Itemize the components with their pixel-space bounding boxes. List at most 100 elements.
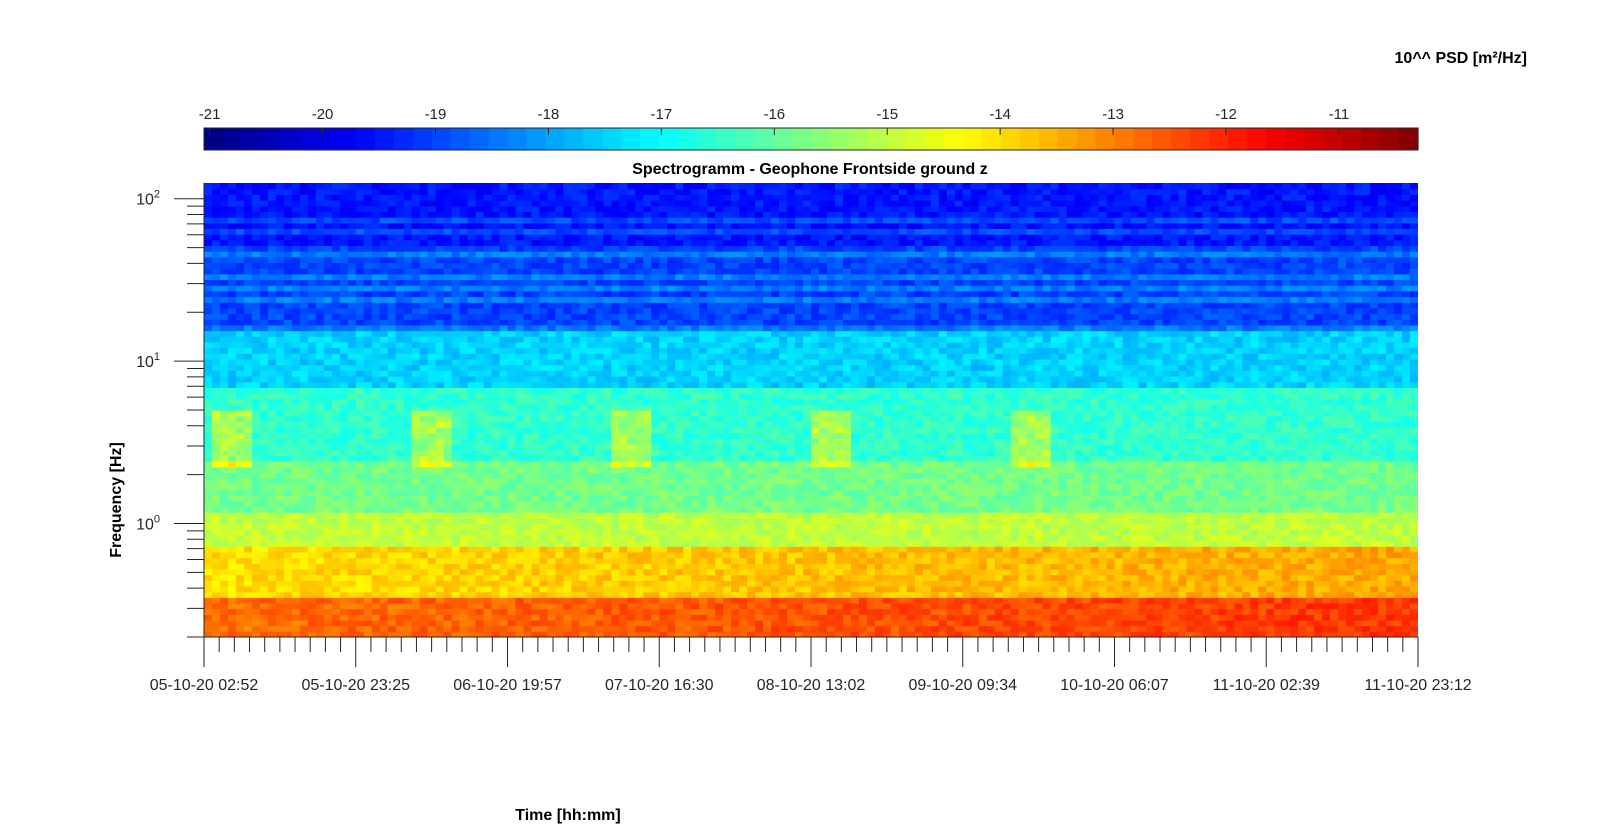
spectrogram-cell xyxy=(731,574,740,581)
spectrogram-cell xyxy=(675,495,684,502)
spectrogram-cell xyxy=(1202,585,1211,593)
spectrogram-cell xyxy=(387,580,397,587)
spectrogram-cell xyxy=(275,466,285,474)
spectrogram-cell xyxy=(1034,631,1044,637)
spectrogram-cell xyxy=(1202,574,1211,581)
spectrogram-cell xyxy=(395,512,405,519)
spectrogram-cell xyxy=(1034,500,1044,508)
spectrogram-cell xyxy=(771,500,780,508)
spectrogram-cell xyxy=(1226,500,1235,508)
spectrogram-cell xyxy=(978,574,988,581)
spectrogram-cell xyxy=(715,517,724,525)
spectrogram-cell xyxy=(986,529,996,536)
spectrogram-cell xyxy=(555,495,565,502)
spectrogram-cell xyxy=(243,500,253,508)
spectrogram-cell xyxy=(643,534,652,542)
spectrogram-cell xyxy=(930,631,940,637)
spectrogram-cell xyxy=(491,461,501,468)
spectrogram-cell xyxy=(491,455,501,462)
spectrogram-cell xyxy=(1306,529,1315,536)
spectrogram-cell xyxy=(1282,551,1291,559)
spectrogram-cell xyxy=(771,597,780,604)
spectrogram-cell xyxy=(627,495,636,502)
spectrogram-cell xyxy=(627,580,636,587)
spectrogram-cell xyxy=(1354,574,1363,581)
spectrogram-cell xyxy=(739,625,748,632)
spectrogram-cell xyxy=(315,568,325,576)
spectrogram-cell xyxy=(858,472,868,479)
spectrogram-cell xyxy=(507,483,517,491)
spectrogram-cell xyxy=(595,489,604,496)
spectrogram-cell xyxy=(1234,568,1243,576)
spectrogram-cell xyxy=(355,619,365,627)
spectrogram-cell xyxy=(803,563,812,570)
spectrogram-cell xyxy=(1202,619,1211,627)
spectrogram-cell xyxy=(811,574,820,581)
spectrogram-cell xyxy=(818,495,828,502)
spectrogram-cell xyxy=(1402,631,1411,637)
spectrogram-cell xyxy=(643,483,652,491)
spectrogram-cell xyxy=(635,597,644,604)
spectrogram-cell xyxy=(347,614,357,621)
spectrogram-cell xyxy=(739,557,748,564)
spectrogram-cell xyxy=(922,625,932,632)
spectrogram-cell xyxy=(747,614,756,621)
spectrogram-cell xyxy=(1138,608,1148,615)
spectrogram-cell xyxy=(747,506,756,513)
spectrogram-cell xyxy=(914,631,924,637)
spectrogram-cell xyxy=(523,495,533,502)
spectrogram-cell xyxy=(1154,483,1164,491)
spectrogram-cell xyxy=(1138,466,1148,474)
spectrogram-cell xyxy=(1226,551,1235,559)
spectrogram-cell xyxy=(395,568,405,576)
spectrogram-cell xyxy=(1170,489,1179,496)
spectrogram-cell xyxy=(683,557,692,564)
spectrogram-cell xyxy=(251,534,261,542)
spectrogram-cell xyxy=(651,585,660,593)
spectrogram-cell xyxy=(1034,466,1044,474)
spectrogram-cell xyxy=(1202,614,1211,621)
spectrogram-cell xyxy=(204,461,213,468)
spectrogram-cell xyxy=(1410,597,1418,604)
spectrogram-cell xyxy=(307,625,317,632)
spectrogram-cell xyxy=(1210,625,1219,632)
spectrogram-cell xyxy=(866,602,876,610)
spectrogram-cell xyxy=(739,563,748,570)
spectrogram-cell xyxy=(259,478,269,485)
colorbar-tick-label: -13 xyxy=(1102,106,1124,123)
spectrogram-cell xyxy=(483,466,493,474)
spectrogram-cell xyxy=(795,631,804,637)
spectrogram-cell xyxy=(227,483,237,491)
spectrogram-cell xyxy=(787,574,796,581)
spectrogram-cell xyxy=(595,483,604,491)
spectrogram-cell xyxy=(1146,551,1156,559)
spectrogram-cell xyxy=(667,455,676,462)
spectrogram-cell xyxy=(1378,625,1387,632)
spectrogram-cell xyxy=(1210,551,1219,559)
spectrogram-cell xyxy=(1050,597,1060,604)
spectrogram-cell xyxy=(395,478,405,485)
spectrogram-cell xyxy=(331,540,341,547)
colorbar-segment xyxy=(1057,128,1078,150)
spectrogram-cell xyxy=(1386,523,1395,530)
spectrogram-cell xyxy=(435,495,445,502)
spectrogram-cell xyxy=(1226,523,1235,530)
spectrogram-cell xyxy=(1074,517,1084,525)
spectrogram-cell xyxy=(1362,472,1371,479)
spectrogram-cell xyxy=(755,574,764,581)
spectrogram-cell xyxy=(595,574,604,581)
spectrogram-cell xyxy=(1330,506,1339,513)
spectrogram-cell xyxy=(1202,466,1211,474)
spectrogram-cell xyxy=(1210,619,1219,627)
spectrogram-cell xyxy=(1402,489,1411,496)
spectrogram-cell xyxy=(1410,517,1418,525)
spectrogram-cell xyxy=(251,602,261,610)
spectrogram-cell xyxy=(291,489,301,496)
spectrogram-cell xyxy=(291,597,301,604)
spectrogram-cell xyxy=(1386,472,1395,479)
spectrogram-cell xyxy=(419,529,429,536)
spectrogram-cell xyxy=(691,461,700,468)
spectrogram-cell xyxy=(1034,574,1044,581)
spectrogram-cell xyxy=(419,614,429,621)
spectrogram-cell xyxy=(954,455,964,462)
